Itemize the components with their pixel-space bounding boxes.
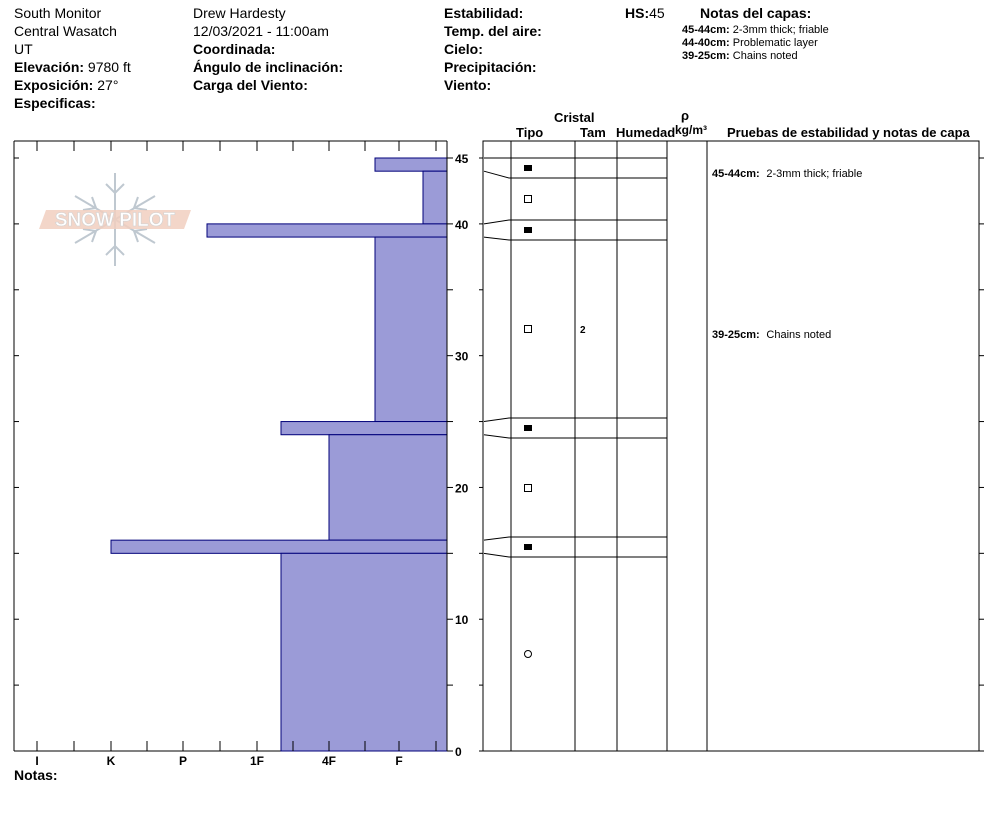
layer-note-item: 45-44cm: 2-3mm thick; friable	[682, 25, 829, 36]
hardness-bar	[280, 421, 448, 436]
layer-note-item: 44-40cm: Problematic layer	[682, 38, 818, 49]
hs-row: HS:45	[625, 6, 665, 20]
grain-symbol-circle	[524, 650, 532, 658]
hardness-bar	[110, 539, 448, 554]
notes-label: Notas:	[14, 767, 58, 783]
location-range: Central Wasatch	[14, 23, 117, 39]
layer-note-range: 44-40cm:	[682, 37, 730, 49]
tests-header: Pruebas de estabilidad y notas de capa	[727, 125, 970, 140]
hardness-bar	[374, 157, 448, 172]
location-name: South Monitor	[14, 5, 102, 21]
observer-name: Drew Hardesty	[193, 5, 286, 21]
density-symbol: ρ	[681, 108, 690, 123]
height-tick-label: 30	[455, 350, 469, 364]
exposure-label: Exposición:	[14, 77, 94, 93]
height-tick-label: 10	[455, 613, 469, 627]
boundary-connector	[483, 417, 511, 423]
height-tick-label: 40	[455, 218, 469, 232]
grain-symbol-open-square	[524, 484, 532, 492]
moisture-header: Humedad	[616, 125, 676, 140]
layer-note-text: Chains noted	[732, 50, 798, 62]
boundary-connector	[483, 236, 511, 241]
stability-label: Estabilidad:	[444, 5, 524, 21]
height-tick-label: 0	[455, 745, 462, 759]
layer-note-item: 39-25cm: Chains noted	[682, 51, 798, 62]
boundary-connector	[483, 434, 511, 439]
slope-angle-label: Ángulo de inclinación:	[193, 59, 344, 75]
hardness-tick-label: F	[395, 754, 402, 768]
layer-note-range: 45-44cm:	[712, 168, 760, 180]
specifics-label: Especificas:	[14, 95, 96, 111]
layer-notes-title: Notas del capas:	[700, 5, 812, 21]
layer-note-text: Problematic layer	[732, 37, 818, 49]
wind-label: Viento:	[444, 77, 492, 93]
grain-symbol-filled-square	[524, 227, 532, 233]
location-state: UT	[14, 41, 33, 57]
hardness-bar	[328, 434, 448, 541]
boundary-connector	[483, 219, 511, 225]
wind-load-label: Carga del Viento:	[193, 77, 308, 93]
density-unit: kg/m³	[675, 123, 708, 137]
grain-symbol-open-square	[524, 325, 532, 333]
grain-symbol-filled-square	[524, 425, 532, 431]
height-tick-label: 20	[455, 481, 469, 495]
hardness-bar	[422, 170, 448, 225]
elevation-row: Elevación: 9780 ft	[14, 60, 131, 74]
grain-symbol-filled-square	[524, 165, 532, 171]
crystal-header: Cristal	[554, 110, 595, 125]
boundary-connector	[483, 552, 511, 558]
layer-table-frame	[482, 140, 980, 752]
hs-value: 45	[649, 5, 665, 21]
hardness-bar	[280, 552, 448, 752]
air-temp-label: Temp. del aire:	[444, 23, 542, 39]
coordinate-label: Coordinada:	[193, 41, 276, 57]
hardness-tick-label: 1F	[250, 754, 264, 768]
layer-note-text: 2-3mm thick; friable	[732, 24, 829, 36]
grain-symbol-open-square	[524, 195, 532, 203]
hardness-tick-label: 4F	[322, 754, 336, 768]
height-tick-label: 45	[455, 152, 469, 166]
grain-size-value: 2	[580, 325, 586, 336]
layer-note-range: 39-25cm:	[682, 50, 730, 62]
hardness-bar	[374, 236, 448, 423]
grain-symbol-filled-square	[524, 544, 532, 550]
type-header: Tipo	[516, 125, 544, 140]
elevation-label: Elevación:	[14, 59, 85, 75]
hardness-tick-label: P	[179, 754, 187, 768]
layer-note-text: Chains noted	[766, 329, 831, 341]
hs-label: HS:	[625, 5, 650, 21]
layer-note-range: 39-25cm:	[712, 329, 760, 341]
exposure-row: Exposición: 27°	[14, 78, 118, 92]
precipitation-label: Precipitación:	[444, 59, 537, 75]
size-header: Tam	[580, 125, 606, 140]
observation-datetime: 12/03/2021 - 11:00am	[193, 23, 329, 39]
hardness-bar	[206, 223, 448, 238]
layer-note-text: 2-3mm thick; friable	[766, 168, 862, 180]
boundary-connector	[483, 170, 511, 179]
sky-label: Cielo:	[444, 41, 483, 57]
boundary-connector	[483, 536, 511, 541]
exposure-value: 27°	[97, 77, 119, 93]
elevation-value: 9780 ft	[87, 59, 131, 75]
layer-note-range: 45-44cm:	[682, 24, 730, 36]
hardness-tick-label: K	[107, 754, 116, 768]
hardness-tick-label: I	[35, 754, 38, 768]
